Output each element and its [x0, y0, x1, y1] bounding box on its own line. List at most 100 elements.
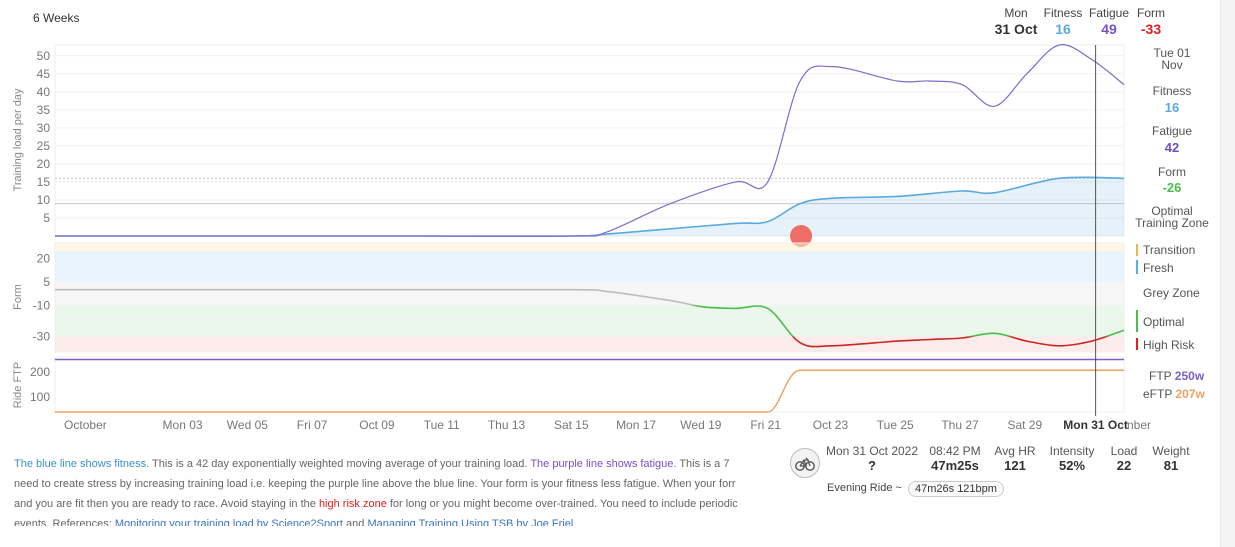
- fitness-explanation: The blue line shows fitness.: [14, 458, 150, 470]
- form-line-high-risk: [791, 336, 1110, 348]
- eftp-label: eFTP 207w: [1143, 387, 1205, 401]
- activity-intensity: Intensity 52%: [1049, 444, 1095, 473]
- load-tick-label: 50: [37, 49, 51, 63]
- ftp-plot-area: [54, 356, 1125, 413]
- ftp-value: 250w: [1175, 369, 1205, 383]
- load-tick-label: 10: [37, 193, 51, 207]
- load-tick-label: 25: [37, 139, 51, 153]
- form-zone-band: [55, 243, 1124, 251]
- x-tick-label: October: [64, 418, 107, 432]
- header-fitness-value: 16: [1055, 21, 1071, 37]
- ride-summary-pill[interactable]: 47m26s 121bpm: [908, 481, 1004, 497]
- load-tick-label: 5: [43, 211, 50, 225]
- form-tick-label: -10: [33, 298, 51, 312]
- x-tick-label: Mon 03: [163, 418, 203, 432]
- sidebar-optimal-line2: Training Zone: [1135, 216, 1209, 230]
- header-form-label: Form: [1137, 6, 1165, 20]
- form-zone-band: [55, 336, 1124, 352]
- eftp-value: 207w: [1175, 387, 1205, 401]
- ride-name[interactable]: Evening Ride ~: [827, 482, 902, 494]
- x-tick-label: Fri 21: [750, 418, 781, 432]
- date-cursor: Mon 31 Oct: [1063, 45, 1128, 433]
- activity-time: 08:42 PM 47m25s: [929, 444, 981, 473]
- zone-marker-high-risk: [1136, 338, 1138, 350]
- form-axis-title: Form: [12, 284, 24, 310]
- x-tick-label: Wed 05: [227, 418, 268, 432]
- chart-description: The blue line shows fitness. This is a 4…: [14, 454, 782, 526]
- header-form-value: -33: [1141, 21, 1161, 37]
- x-tick-label: Tue 25: [877, 418, 914, 432]
- x-tick-label-trailing: nber: [1127, 418, 1151, 432]
- header-date-value: 31 Oct: [995, 21, 1038, 37]
- cursor-label: Mon 31 Oct: [1063, 418, 1128, 432]
- x-tick-label: Thu 13: [488, 418, 526, 432]
- header-fitness-label: Fitness: [1044, 6, 1083, 20]
- form-panel[interactable]: 20 5 -10 -30: [33, 242, 1125, 353]
- activity-avg-hr: Avg HR 121: [994, 444, 1036, 473]
- fatigue-explanation: The purple line shows fatigue.: [530, 458, 677, 470]
- x-tick-label: Tue 11: [424, 418, 460, 432]
- load-tick-label: 40: [37, 85, 51, 99]
- zone-label-grey: Grey Zone: [1143, 286, 1200, 300]
- fatigue-line: [55, 44, 1125, 237]
- zone-marker-transition: [1136, 244, 1138, 256]
- load-plot-area: [54, 44, 1125, 237]
- description-line-4: events. References: Monitoring your trai…: [14, 514, 782, 526]
- zone-marker-fresh: [1136, 260, 1138, 274]
- zone-label-high-risk: High Risk: [1143, 338, 1195, 352]
- page-scrollbar[interactable]: [1220, 0, 1235, 547]
- form-tick-label: 5: [43, 275, 50, 289]
- header-fatigue-value: 49: [1101, 21, 1117, 37]
- x-tick-label: Mon 17: [616, 418, 656, 432]
- sidebar-fatigue-label: Fatigue: [1152, 124, 1192, 138]
- sidebar-date-line1: Tue 01: [1154, 46, 1191, 60]
- form-zone-band: [55, 281, 1124, 306]
- form-zone-band: [55, 250, 1124, 282]
- sidebar-optimal-line1: Optimal: [1151, 204, 1192, 218]
- load-tick-label: 45: [37, 67, 51, 81]
- x-tick-label: Fri 07: [297, 418, 328, 432]
- sidebar-date-line2: Nov: [1161, 58, 1182, 72]
- description-line-1: The blue line shows fitness. This is a 4…: [14, 458, 730, 470]
- zone-label-optimal: Optimal: [1143, 315, 1184, 329]
- joe-friel-link[interactable]: Managing Training Using TSB by Joe Friel: [367, 518, 574, 526]
- red-dot-marker: [790, 225, 813, 247]
- x-tick-label: Oct 23: [813, 418, 849, 432]
- range-label[interactable]: 6 Weeks: [33, 11, 79, 25]
- zone-label-fresh: Fresh: [1143, 261, 1174, 275]
- load-tick-label: 30: [37, 121, 51, 135]
- header-fatigue-label: Fatigue: [1089, 6, 1129, 20]
- cursor-label-bg: [1063, 417, 1128, 433]
- high-risk-text: high risk zone: [318, 498, 387, 510]
- ftp-axis-title: Ride FTP: [12, 362, 24, 408]
- fitness-chart: 6 Weeks Mon 31 Oct Fitness 16 Fatigue 49…: [12, 6, 1209, 433]
- training-load-panel[interactable]: 5 10 15 20 25 30 35 40 45 50: [37, 44, 1125, 247]
- form-plot-area: [54, 242, 1125, 353]
- x-tick-label: Wed 19: [680, 418, 721, 432]
- load-tick-label: 20: [37, 157, 51, 171]
- eftp-line: [55, 369, 1124, 413]
- zone-label-transition: Transition: [1143, 243, 1195, 257]
- science2sport-link[interactable]: Monitoring your training load by Science…: [114, 518, 343, 526]
- bike-icon[interactable]: [790, 448, 820, 478]
- description-line-3: and you are fit then you are ready to ra…: [14, 498, 738, 510]
- load-axis-title: Training load per day: [12, 88, 24, 191]
- activity-summary[interactable]: Mon 31 Oct 2022 ? 08:42 PM 47m25s Avg HR…: [790, 440, 1210, 510]
- sidebar-fatigue-value: 42: [1165, 140, 1179, 155]
- x-tick-label: Sat 15: [554, 418, 589, 432]
- activity-weight: Weight 81: [1152, 444, 1190, 473]
- ftp-label: FTP 250w: [1149, 369, 1205, 383]
- form-tick-label: 20: [37, 252, 51, 266]
- sidebar-form-label: Form: [1158, 165, 1186, 179]
- form-line-optimal: [689, 305, 1125, 337]
- form-zone-band: [55, 305, 1124, 337]
- ride-ftp-panel[interactable]: 200 100: [30, 356, 1125, 413]
- x-axis: October Mon 03 Wed 05 Fri 07 Oct 09 Tue 11 Thu…: [64, 418, 1151, 432]
- x-tick-label: Sat 29: [1007, 418, 1042, 432]
- sidebar-fitness-label: Fitness: [1153, 84, 1192, 98]
- load-tick-label: 15: [37, 175, 51, 189]
- activity-date: Mon 31 Oct 2022 ?: [825, 444, 919, 473]
- x-tick-label: Thu 27: [941, 418, 979, 432]
- zone-marker-optimal: [1136, 310, 1138, 332]
- fitness-area: [55, 177, 1124, 237]
